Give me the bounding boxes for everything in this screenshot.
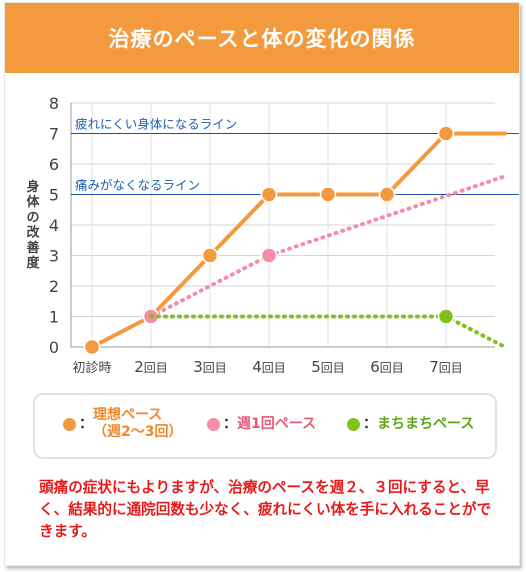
legend: ： 理想ペース （週2〜3回） ： 週1回ペース ： まちまちペース (33, 393, 497, 459)
reference-line-label: 痛みがなくなるライン (75, 178, 200, 193)
y-tick-label: 6 (49, 155, 59, 174)
y-axis-label-char: 体 (26, 194, 40, 210)
series-line (90, 131, 507, 349)
x-tick-label: 3回目 (193, 358, 227, 376)
reference-line-label: 疲れにくい身体になるライン (75, 117, 237, 132)
y-axis-label-char: 善 (26, 240, 39, 256)
data-point (437, 125, 455, 142)
y-tick-label: 3 (49, 247, 59, 266)
data-point (260, 186, 278, 203)
y-axis-label-char: の (26, 210, 39, 225)
x-tick-label: 7回目 (429, 358, 463, 376)
legend-label-irregular: まちまちペース (377, 416, 475, 432)
y-tick-label: 7 (49, 125, 59, 144)
data-point (437, 308, 455, 325)
legend-item-irregular: ： まちまちペース (347, 416, 474, 433)
data-point (378, 186, 396, 203)
y-axis-label-char: 改 (26, 225, 40, 241)
x-tick-label: 4回目 (252, 358, 286, 376)
y-tick-label: 0 (49, 338, 59, 357)
x-tick-label: 6回目 (370, 358, 404, 376)
data-point (319, 186, 337, 203)
x-tick-label: 5回目 (311, 358, 345, 376)
data-point (201, 247, 219, 264)
data-point (83, 338, 101, 356)
legend-marker-weekly (207, 418, 220, 431)
legend-item-weekly: ： 週1回ペース (207, 416, 316, 433)
chart-title: 治療のペースと体の変化の関係 (108, 27, 416, 51)
y-tick-label: 4 (49, 216, 59, 235)
data-point (260, 247, 278, 264)
legend-label-ideal-line1: 理想ペース (93, 407, 163, 423)
y-tick-label: 1 (49, 308, 59, 327)
y-axis-label-char: 身 (26, 179, 39, 195)
y-tick-label: 2 (49, 277, 59, 296)
y-axis-label-char: 度 (26, 255, 40, 271)
legend-colon: ： (223, 416, 237, 432)
legend-label-ideal-line2: （週2〜3回） (93, 424, 183, 440)
x-tick-label: 2回目 (134, 358, 168, 376)
legend-marker-ideal (63, 417, 76, 431)
legend-label-weekly: 週1回ペース (237, 416, 317, 432)
legend-colon: ： (79, 415, 93, 432)
legend-marker-irregular (347, 418, 360, 431)
chart-card: 治療のペースと体の変化の関係 0 1 2 3 4 5 6 7 8 初診時 2回目 3回目 4回目 5回目 6… (4, 2, 520, 566)
x-tick-label: 初診時 (72, 360, 111, 376)
legend-label-ideal: 理想ペース （週2〜3回） (93, 407, 182, 441)
y-tick-label: 5 (49, 186, 59, 205)
y-tick-label: 8 (49, 94, 59, 113)
note-text: 頭痛の症状にもよりますが、治療のペースを週２、３回にすると、早く、結果的に通院回… (39, 479, 492, 540)
legend-item-ideal: ： 理想ペース （週2〜3回） (63, 407, 182, 441)
legend-colon: ： (363, 416, 377, 432)
title-bar: 治療のペースと体の変化の関係 (5, 3, 519, 73)
